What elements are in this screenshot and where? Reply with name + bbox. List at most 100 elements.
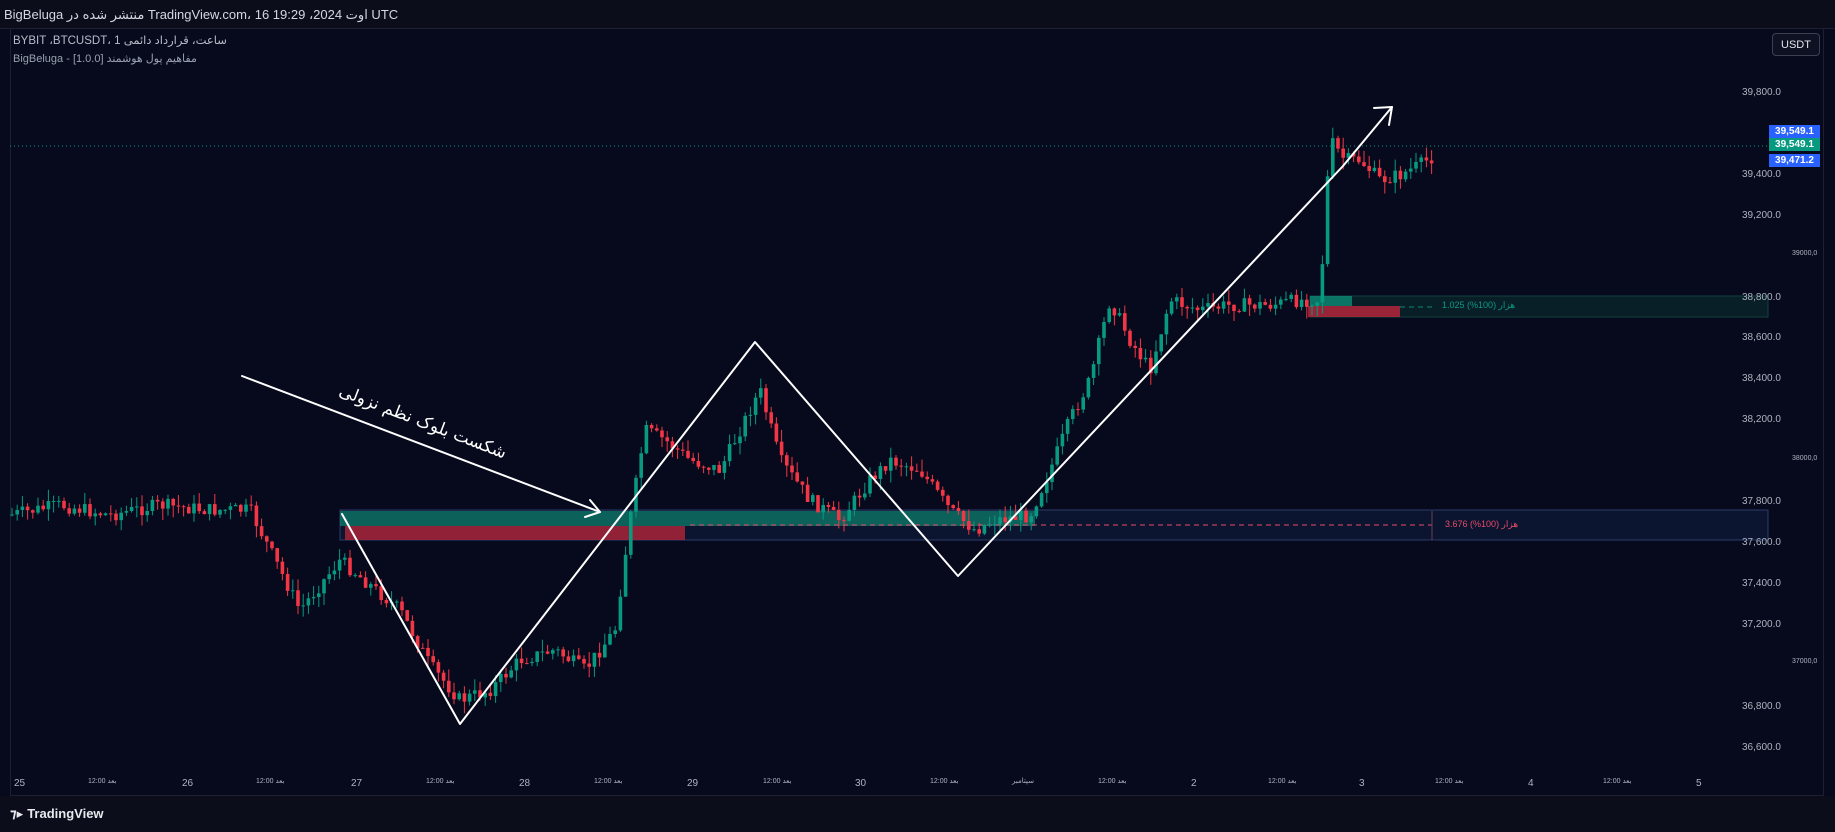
candle-body [62,500,66,509]
candle-body [109,513,113,515]
time-axis-label: 28 [519,778,531,789]
candle-body [301,605,305,607]
candle-body [15,509,19,515]
candle-body [889,457,893,471]
candle-body [982,525,987,534]
candle-body [72,508,77,514]
candle-body [670,441,675,449]
candle-body [608,634,612,645]
candle-body [129,506,134,512]
candle-body [150,499,155,512]
currency-button[interactable]: USDT [1772,33,1820,56]
price-axis-label: 39,200.0 [1742,210,1781,221]
candle-body [98,513,103,516]
zigzag-line [341,106,1393,725]
candle-body [374,584,378,587]
candle-body [254,505,259,527]
candle-body [1050,464,1054,483]
annotation-arrowhead [584,499,601,518]
candle-body [36,505,40,513]
candle-body [899,465,903,467]
candlestick-series [10,127,1434,714]
time-axis-label: 12:00 بعد [1603,778,1632,785]
candle-body [774,423,779,442]
candle-body [291,590,295,592]
candle-body [1164,313,1169,335]
candle-body [155,499,160,502]
time-axis-label: 12:00 بعد [594,778,623,785]
candle-body [530,662,534,664]
candle-body [1034,506,1039,517]
candle-body [1279,299,1283,305]
price-axis-label: 38,400.0 [1742,373,1781,384]
candle-body [1268,304,1273,309]
candle-body [1320,264,1325,303]
symbol-legend[interactable]: BYBIT ،BTCUSDT، 1 ساعت، قرارداد دائمی [13,35,227,47]
candle-body [51,500,56,502]
candle-body [878,466,883,479]
candle-body [1195,307,1200,311]
price-axis-label: 37000,0 [1792,658,1818,665]
candle-body [244,504,248,512]
footer: ⁊▸ TradingView [0,796,1835,832]
candle-body [1201,306,1205,311]
candle-body [1159,334,1163,352]
candle-body [1175,297,1179,302]
zigzag-arrowhead [1373,106,1393,126]
candle-body [743,415,747,437]
candle-body [665,437,669,442]
candle-body [1221,301,1226,309]
candle-body [805,484,810,502]
candle-body [623,554,628,597]
candle-body [1133,345,1137,348]
price-axis-label: 39000,0 [1792,250,1818,257]
candle-body [467,693,472,702]
candle-body [883,466,888,471]
candle-body [46,501,51,510]
candle-body [987,524,992,526]
candle-body [181,506,186,508]
candle-body [1045,482,1049,494]
indicator-legend[interactable]: BigBeluga - مفاهیم پول هوشمند [1.0.0] [13,53,197,65]
candle-body [114,513,118,521]
price-tag-level: 39,471.2 [1769,154,1820,167]
candle-body [1367,166,1371,171]
candle-body [660,430,664,438]
candle-body [800,481,805,485]
candle-body [1024,510,1028,523]
candle-body [1305,299,1309,307]
price-axis-label: 38,600.0 [1742,332,1781,343]
upper-zone-label: 1.025 هزار (100%) [1442,300,1515,311]
candle-body [343,557,347,560]
time-axis-label: 2 [1191,778,1197,789]
candle-body [556,649,560,651]
candle-body [171,498,175,506]
candle-body [1253,304,1257,309]
chart-frame[interactable] [10,28,1824,796]
candle-body [332,570,337,575]
candle-body [1388,182,1392,184]
candle-body [857,495,862,498]
candle-body [863,493,867,498]
candle-body [119,512,123,521]
tradingview-brand[interactable]: ⁊▸ TradingView [10,806,104,822]
upper-zone-bear [1308,306,1400,317]
candle-body [421,647,425,649]
candle-body [1138,347,1143,360]
time-axis-label: 12:00 بعد [256,778,285,785]
time-axis-label: 12:00 بعد [930,778,959,785]
candle-body [1169,301,1174,314]
candle-body [197,503,201,512]
candle-body [363,577,368,588]
price-axis-label: 39,400.0 [1742,169,1781,180]
candle-body [639,453,643,478]
candle-body [88,504,92,517]
candle-body [967,521,971,530]
candle-body [296,590,300,606]
candle-body [759,388,763,398]
candle-body [504,673,508,678]
candle-body [613,630,617,635]
candle-body [1206,303,1210,307]
candle-body [348,557,352,576]
